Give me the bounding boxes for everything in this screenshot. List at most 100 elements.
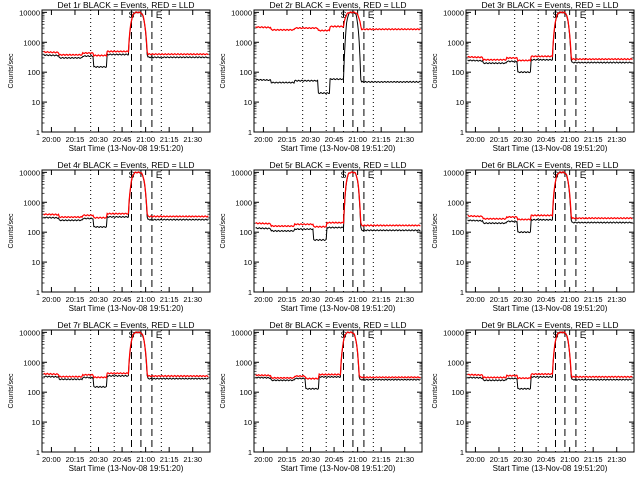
y-tick-label: 10000	[19, 168, 40, 177]
y-tick-label: 1000	[23, 358, 40, 367]
x-tick-label: 21:00	[136, 455, 155, 464]
flare-end-marker: E	[156, 330, 162, 340]
y-tick-label: 100	[451, 388, 464, 397]
series-events-line	[255, 331, 421, 390]
panel-title: Det 4r BLACK = Events, RED = LLD	[57, 160, 194, 170]
x-tick-label: 20:30	[301, 455, 320, 464]
flare-start-marker: S	[128, 330, 134, 340]
x-tick-label: 20:45	[113, 135, 132, 144]
y-tick-label: 100	[27, 388, 40, 397]
x-tick-label: 21:15	[160, 135, 179, 144]
flare-end-marker: E	[368, 170, 374, 180]
y-tick-label: 100	[239, 228, 252, 237]
x-tick-label: 20:15	[278, 135, 297, 144]
y-tick-label: 1000	[23, 198, 40, 207]
x-tick-label: 20:30	[89, 135, 108, 144]
x-tick-label: 20:00	[254, 135, 273, 144]
y-tick-label: 10	[32, 258, 40, 267]
series-events-line	[467, 171, 633, 234]
y-axis-label: Counts/sec	[8, 53, 15, 89]
panel-title: Det 9r BLACK = Events, RED = LLD	[481, 320, 618, 330]
panel-title: Det 5r BLACK = Events, RED = LLD	[269, 160, 406, 170]
series-events-line	[43, 331, 209, 388]
chart-panel-8: Det 8r BLACK = Events, RED = LLD 1 10 100 10…	[220, 320, 423, 473]
y-tick-label: 10	[244, 418, 252, 427]
x-tick-label: 21:00	[560, 295, 579, 304]
x-tick-label: 20:15	[66, 455, 85, 464]
y-tick-label: 10	[244, 98, 252, 107]
flare-start-marker: S	[340, 170, 346, 180]
x-axis-label: Start Time (13-Nov-08 19:51:20)	[493, 144, 608, 153]
chart-panel-4: Det 4r BLACK = Events, RED = LLD 1 10 100 10…	[8, 160, 211, 313]
x-tick-label: 20:00	[42, 295, 61, 304]
plot-frame	[253, 329, 423, 453]
series-lld-line	[467, 331, 633, 380]
y-tick-label: 1	[460, 128, 464, 137]
y-tick-label: 1	[36, 288, 40, 297]
y-tick-label: 10	[32, 98, 40, 107]
x-tick-label: 21:15	[372, 295, 391, 304]
flare-end-marker: E	[368, 10, 374, 20]
series-events-line	[43, 171, 209, 228]
y-axis-label: Counts/sec	[220, 373, 227, 409]
x-axis-label: Start Time (13-Nov-08 19:51:20)	[69, 144, 184, 153]
x-tick-label: 20:00	[254, 295, 273, 304]
plot-frame	[465, 169, 635, 293]
x-tick-label: 20:00	[254, 455, 273, 464]
x-tick-label: 21:15	[584, 135, 603, 144]
flare-end-marker: E	[156, 170, 162, 180]
flare-end-marker: E	[156, 10, 162, 20]
x-tick-label: 20:15	[490, 135, 509, 144]
x-tick-label: 21:00	[136, 135, 155, 144]
y-tick-label: 1	[36, 448, 40, 457]
series-events-line	[255, 11, 421, 95]
x-tick-label: 20:30	[513, 455, 532, 464]
series-events-line	[467, 11, 633, 74]
x-tick-label: 21:15	[160, 295, 179, 304]
x-tick-label: 20:00	[466, 295, 485, 304]
flare-start-marker: S	[128, 10, 134, 20]
x-tick-label: 20:15	[66, 135, 85, 144]
flare-end-marker: E	[580, 170, 586, 180]
plot-frame	[41, 329, 211, 453]
y-tick-label: 100	[27, 228, 40, 237]
chart-panel-7: Det 7r BLACK = Events, RED = LLD 1 10 100 10…	[8, 320, 211, 473]
x-axis-label: Start Time (13-Nov-08 19:51:20)	[493, 464, 608, 473]
x-tick-label: 20:30	[301, 295, 320, 304]
x-tick-label: 20:45	[113, 295, 132, 304]
y-tick-label: 100	[239, 68, 252, 77]
plot-frame	[41, 9, 211, 133]
series-events-line	[43, 11, 209, 68]
x-tick-label: 21:30	[395, 455, 414, 464]
y-tick-label: 10	[456, 98, 464, 107]
series-lld-line	[467, 171, 633, 221]
x-tick-label: 20:00	[42, 455, 61, 464]
panel-title: Det 7r BLACK = Events, RED = LLD	[57, 320, 194, 330]
x-tick-label: 20:45	[537, 295, 556, 304]
x-tick-label: 20:30	[513, 135, 532, 144]
y-axis-label: Counts/sec	[432, 213, 439, 249]
y-tick-label: 1000	[23, 38, 40, 47]
x-tick-label: 21:00	[348, 295, 367, 304]
x-tick-label: 21:00	[560, 455, 579, 464]
y-tick-label: 10000	[19, 328, 40, 337]
x-axis-label: Start Time (13-Nov-08 19:51:20)	[69, 464, 184, 473]
x-tick-label: 21:15	[372, 135, 391, 144]
plot-frame	[41, 169, 211, 293]
y-tick-label: 100	[451, 68, 464, 77]
y-tick-label: 100	[27, 68, 40, 77]
y-tick-label: 10000	[443, 8, 464, 17]
y-tick-label: 10000	[443, 168, 464, 177]
flare-start-marker: S	[552, 170, 558, 180]
chart-panel-6: Det 6r BLACK = Events, RED = LLD 1 10 100 10…	[432, 160, 635, 313]
x-axis-label: Start Time (13-Nov-08 19:51:20)	[281, 144, 396, 153]
panel-title: Det 3r BLACK = Events, RED = LLD	[481, 0, 618, 10]
y-tick-label: 1	[460, 288, 464, 297]
y-tick-label: 1	[460, 448, 464, 457]
x-axis-label: Start Time (13-Nov-08 19:51:20)	[281, 464, 396, 473]
x-tick-label: 20:45	[537, 455, 556, 464]
y-axis-label: Counts/sec	[432, 373, 439, 409]
panel-title: Det 1r BLACK = Events, RED = LLD	[57, 0, 194, 10]
y-tick-label: 100	[451, 228, 464, 237]
x-tick-label: 20:00	[42, 135, 61, 144]
